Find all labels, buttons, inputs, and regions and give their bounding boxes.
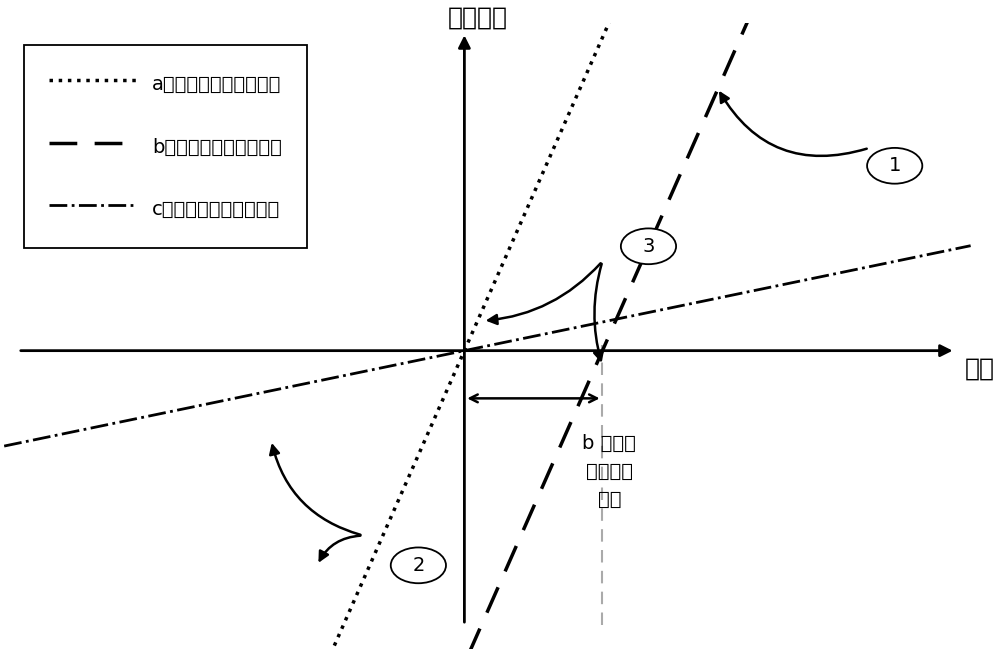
Line: a路脉冲的瞬时频率特性: a路脉冲的瞬时频率特性 [327,7,616,653]
Line: c路脉冲的瞬时频率特性: c路脉冲的瞬时频率特性 [4,246,971,446]
c路脉冲的瞬时频率特性 [965,242,977,249]
c路脉冲的瞬时频率特性 [47,432,59,439]
Text: b 路延时
器引入的
延时: b 路延时 器引入的 延时 [582,434,636,509]
Line: b路脉冲的瞬时频率特性: b路脉冲的瞬时频率特性 [464,7,754,653]
b路脉冲的瞬时频率特性 [510,543,522,551]
a路脉冲的瞬时频率特性 [491,272,503,280]
c路脉冲的瞬时频率特性 [937,247,949,255]
a路脉冲的瞬时频率特性 [514,221,526,229]
b路脉冲的瞬时频率特性 [533,491,545,499]
a路脉冲的瞬时频率特性 [539,165,551,172]
a路脉冲的瞬时频率特性 [610,3,622,10]
b路脉冲的瞬时频率特性 [629,273,641,281]
Text: 时间: 时间 [965,357,995,381]
b路脉冲的瞬时频率特性 [589,362,601,370]
b路脉冲的瞬时频率特性 [748,3,760,11]
c路脉冲的瞬时频率特性 [0,442,10,450]
c路脉冲的瞬时频率特性 [759,284,771,292]
a路脉冲的瞬时频率特性 [395,490,407,498]
b路脉冲的瞬时频率特性 [652,221,664,229]
Text: 瞬时频率: 瞬时频率 [448,5,508,29]
c路脉冲的瞬时频率特性 [442,350,454,358]
Circle shape [391,547,446,583]
Circle shape [867,148,922,183]
b路脉冲的瞬时频率特性 [676,165,688,173]
Circle shape [621,229,676,264]
Legend: a路脉冲的瞬时频率特性, b路脉冲的瞬时频率特性, c路脉冲的瞬时频率特性: a路脉冲的瞬时频率特性, b路脉冲的瞬时频率特性, c路脉冲的瞬时频率特性 [24,45,307,248]
c路脉冲的瞬时频率特性 [936,247,948,255]
Text: 3: 3 [642,237,655,256]
Text: 1: 1 [889,156,901,175]
a路脉冲的瞬时频率特性 [452,362,464,370]
Text: 2: 2 [412,556,425,575]
a路脉冲的瞬时频率特性 [372,543,384,550]
c路脉冲的瞬时频率特性 [468,345,480,353]
